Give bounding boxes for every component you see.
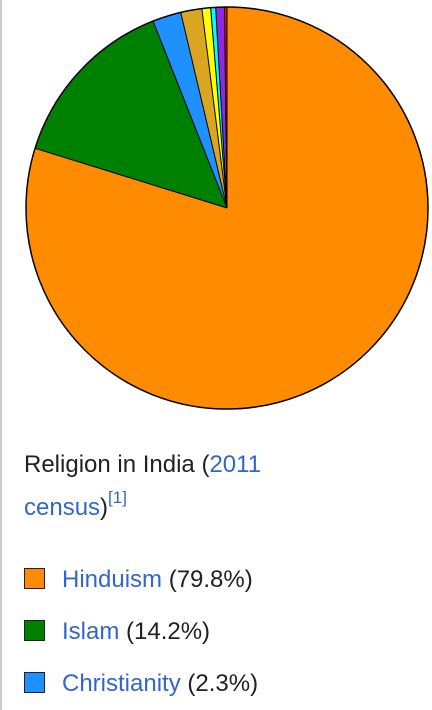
legend-swatch	[24, 672, 45, 693]
legend-item: Islam (14.2%)	[24, 618, 210, 646]
slice-border	[152, 20, 228, 209]
caption-text: )	[100, 494, 109, 521]
legend-label[interactable]: Christianity	[62, 670, 181, 697]
pie-slice	[153, 12, 227, 209]
legend-label[interactable]: Hinduism	[62, 566, 163, 593]
slice-border	[180, 12, 228, 209]
legend-swatch	[24, 620, 45, 641]
pie-chart	[25, 6, 429, 410]
legend-value: (14.2%)	[126, 618, 211, 645]
pie-outline	[25, 6, 429, 410]
legend-swatch	[24, 568, 45, 589]
legend-value: (79.8%)	[168, 566, 253, 593]
reference[interactable]: [1]	[108, 488, 127, 507]
slice-border	[201, 8, 228, 209]
legend-label[interactable]: Islam	[62, 618, 120, 645]
slice-border	[34, 147, 228, 209]
legend-item: Hinduism (79.8%)	[24, 566, 253, 594]
caption: Religion in India (2011 census)[1]	[24, 443, 324, 529]
slice-border	[210, 7, 228, 209]
slice-border	[223, 7, 228, 209]
legend-value: (2.3%)	[187, 670, 259, 697]
caption-text: Religion in India (	[24, 451, 210, 478]
slice-border	[215, 7, 228, 209]
caption-link[interactable]: 2011 census	[24, 451, 262, 521]
legend-item: Christianity (2.3%)	[24, 670, 258, 698]
